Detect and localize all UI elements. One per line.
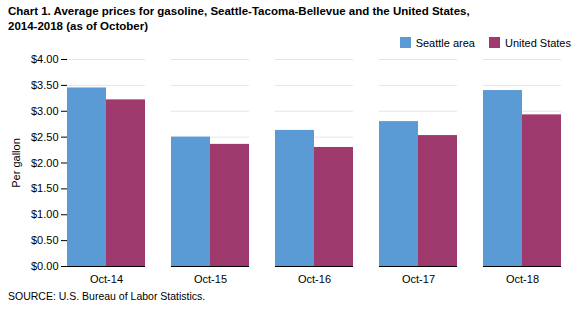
svg-text:$2.50: $2.50 — [31, 131, 59, 143]
html-text:Chart 1. Average prices for ga: Chart 1. Average prices for gasoline, Se… — [8, 5, 470, 32]
svg-text:Oct-14: Oct-14 — [90, 273, 123, 285]
svg-text:Oct-16: Oct-16 — [298, 273, 331, 285]
svg-text:$3.00: $3.00 — [31, 105, 59, 117]
svg-text:$2.00: $2.00 — [31, 156, 59, 168]
svg-text:Oct-17: Oct-17 — [402, 273, 435, 285]
html-text:United States: United States — [505, 36, 571, 49]
svg-text:Oct-18: Oct-18 — [506, 273, 539, 285]
svg-text:$1.00: $1.00 — [31, 208, 59, 220]
svg-text:Per gallon: Per gallon — [10, 138, 22, 188]
svg-text:Oct-15: Oct-15 — [194, 273, 227, 285]
svg-text:$0.00: $0.00 — [31, 260, 59, 272]
html-text:Seattle area: Seattle area — [415, 36, 475, 49]
html-text:SOURCE: U.S. Bureau of Labor S: SOURCE: U.S. Bureau of Labor Statistics. — [8, 289, 206, 302]
svg-text:$3.50: $3.50 — [31, 79, 59, 91]
svg-text:$0.50: $0.50 — [31, 234, 59, 246]
svg-text:$4.00: $4.00 — [31, 53, 59, 65]
svg-text:$1.50: $1.50 — [31, 182, 59, 194]
